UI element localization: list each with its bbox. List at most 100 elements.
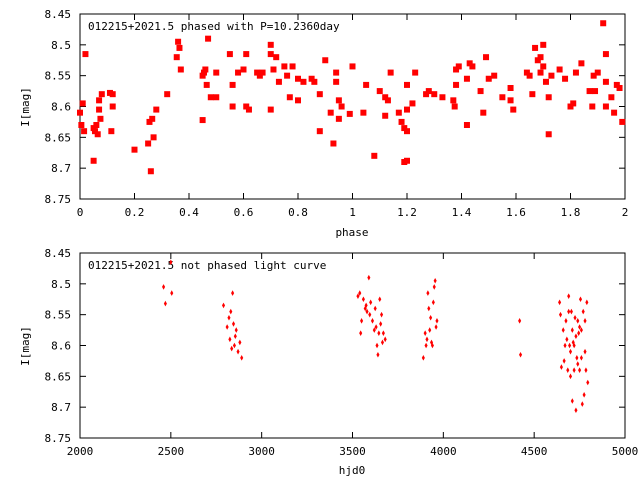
data-point [169, 259, 173, 266]
data-point [431, 91, 438, 98]
data-point [583, 318, 587, 324]
data-point [81, 128, 88, 135]
data-point [545, 131, 552, 138]
plot-title: 012215+2021.5 not phased light curve [88, 259, 326, 272]
x-tick-label: 1.8 [561, 206, 581, 219]
data-point [245, 106, 252, 113]
data-point [308, 75, 315, 82]
data-point [267, 41, 274, 48]
x-tick-label: 1.6 [506, 206, 526, 219]
data-point [570, 398, 574, 404]
data-point [238, 339, 242, 346]
data-point [235, 69, 242, 76]
data-point [578, 60, 585, 67]
x-tick-label: 2500 [158, 445, 185, 458]
data-point [230, 345, 234, 352]
y-tick-label: 8.75 [45, 432, 72, 445]
data-point [574, 407, 578, 414]
data-point [90, 157, 97, 164]
data-point [387, 69, 394, 76]
data-point [575, 355, 579, 361]
y-tick-label: 8.55 [45, 70, 72, 83]
data-point [570, 327, 574, 333]
data-point [545, 94, 552, 101]
data-point [356, 293, 360, 299]
data-point [542, 78, 549, 85]
data-point [469, 63, 476, 70]
y-tick-label: 8.45 [45, 247, 72, 260]
data-point [559, 364, 563, 370]
plot-frame [79, 13, 626, 200]
data-point [584, 367, 588, 373]
data-point [335, 115, 342, 122]
data-point [568, 348, 573, 355]
data-point [583, 348, 587, 355]
data-point [562, 358, 566, 364]
data-point [98, 91, 105, 98]
data-point [202, 66, 209, 73]
data-point [200, 69, 207, 76]
y-tick-label: 8.65 [45, 370, 72, 383]
data-point [170, 290, 174, 296]
data-point [96, 97, 103, 104]
data-point [426, 290, 430, 296]
data-point [270, 66, 277, 73]
data-point [602, 78, 609, 85]
data-point [372, 327, 376, 333]
data-point [243, 51, 250, 58]
data-point [404, 81, 410, 88]
data-point [376, 351, 380, 358]
data-point [97, 115, 104, 122]
data-point [370, 318, 375, 324]
data-point [592, 88, 599, 95]
data-point [240, 355, 244, 361]
data-point [333, 78, 340, 85]
data-point [483, 54, 490, 61]
data-point [378, 296, 382, 303]
data-point [273, 54, 280, 61]
data-point [526, 72, 533, 79]
data-point [108, 128, 115, 135]
data-point [572, 69, 579, 76]
data-point [232, 342, 236, 349]
x-tick-label: 0.8 [288, 206, 308, 219]
data-point [568, 373, 573, 380]
x-tick-label: 4000 [430, 445, 457, 458]
data-point [570, 100, 577, 107]
phased-light-curve-panel: 012215+2021.5 phased with P=10.2360day p… [19, 8, 628, 239]
data-point [423, 91, 430, 98]
point-group [77, 20, 626, 175]
data-point [499, 94, 506, 101]
y-axis-title: I[mag] [19, 326, 32, 366]
x-tick-label: 2 [622, 206, 629, 219]
data-point [94, 131, 101, 138]
data-point [439, 94, 446, 101]
data-point [537, 54, 544, 61]
data-point [428, 327, 432, 333]
data-point [295, 97, 301, 104]
data-point [585, 299, 589, 306]
data-point [229, 308, 233, 315]
data-point [162, 284, 166, 290]
data-point [589, 103, 596, 110]
data-point [435, 318, 439, 324]
y-tick-label: 8.5 [51, 278, 71, 291]
data-point [450, 97, 457, 104]
data-point [207, 94, 214, 101]
data-point [243, 103, 250, 110]
data-point [548, 72, 555, 79]
data-point [77, 109, 83, 116]
data-point [602, 103, 609, 110]
data-point [529, 91, 536, 98]
data-point [379, 321, 383, 327]
data-point [229, 81, 236, 88]
x-tick-label: 0.4 [179, 206, 199, 219]
data-point [558, 299, 562, 306]
data-point [518, 318, 522, 324]
data-point [594, 69, 601, 76]
data-point [578, 324, 582, 330]
data-point [466, 60, 473, 67]
data-point [367, 274, 371, 281]
data-point [91, 128, 98, 135]
data-point [383, 336, 387, 343]
